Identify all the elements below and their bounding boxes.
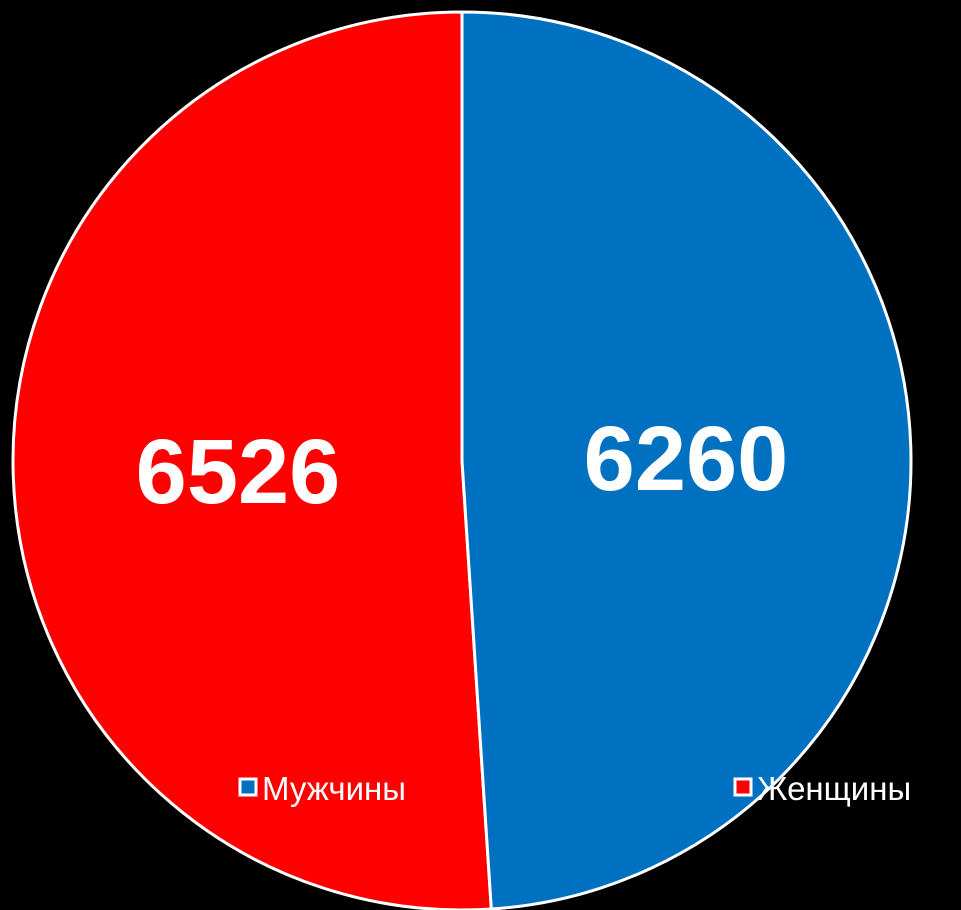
pie-slice-women: [460, 10, 913, 910]
legend-item-women: Женщины: [733, 770, 911, 807]
legend-label-women: Женщины: [757, 770, 911, 807]
legend-marker-men: [238, 777, 258, 797]
legend-marker-women: [733, 777, 753, 797]
legend-item-men: Мужчины: [238, 770, 406, 807]
data-label-men: 6526: [136, 421, 341, 523]
pie-slice-men: [11, 10, 493, 910]
pie-slices: [11, 10, 913, 910]
legend-label-men: Мужчины: [262, 770, 406, 807]
data-label-women: 6260: [584, 408, 789, 510]
